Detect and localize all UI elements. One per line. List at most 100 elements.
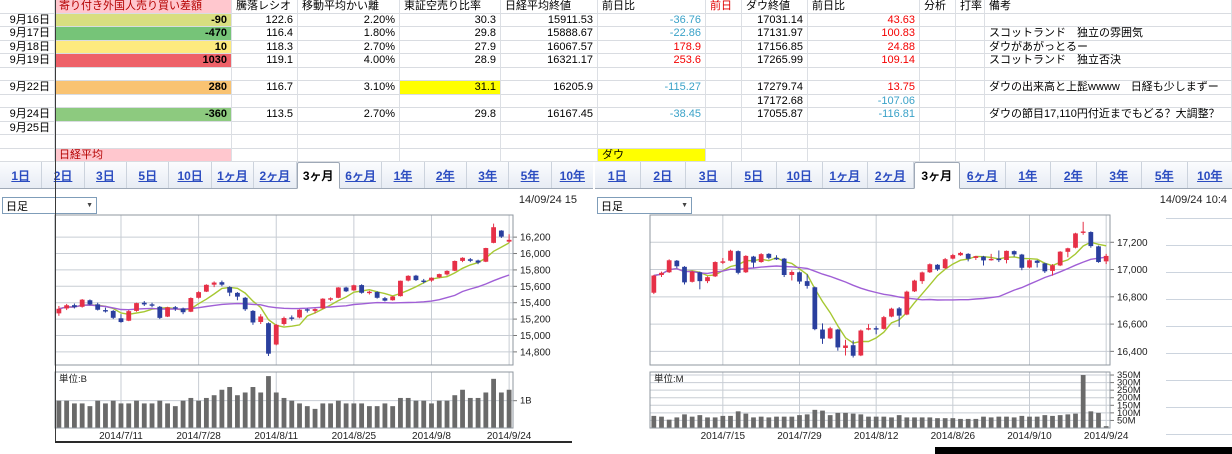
- table-cell[interactable]: 4.00%: [298, 54, 400, 68]
- table-header-cell[interactable]: 前日比: [598, 0, 706, 14]
- table-cell[interactable]: 15911.53: [501, 13, 598, 27]
- table-cell[interactable]: [985, 121, 1232, 135]
- table-cell[interactable]: [55, 67, 232, 81]
- tab-period-1[interactable]: 2日: [641, 162, 686, 188]
- tab-period-9[interactable]: 1年: [1006, 162, 1051, 188]
- table-cell[interactable]: [706, 13, 742, 27]
- table-cell[interactable]: 17055.87: [742, 108, 808, 122]
- table-cell[interactable]: ダウの出来高と上髭wwww 日経も少しまずー: [985, 81, 1232, 95]
- table-header-cell[interactable]: 東証空売り比率: [400, 0, 501, 14]
- tab-period-9[interactable]: 1年: [382, 162, 425, 188]
- table-cell[interactable]: [920, 148, 956, 162]
- table-cell[interactable]: [985, 67, 1232, 81]
- table-cell[interactable]: [956, 148, 985, 162]
- table-cell[interactable]: [400, 67, 501, 81]
- table-cell[interactable]: [232, 148, 298, 162]
- table-cell[interactable]: 109.14: [808, 54, 920, 68]
- table-cell[interactable]: [956, 81, 985, 95]
- table-cell[interactable]: 17031.14: [742, 13, 808, 27]
- table-cell[interactable]: 9月25日: [0, 121, 55, 135]
- table-cell[interactable]: [400, 148, 501, 162]
- table-cell[interactable]: 2.70%: [298, 40, 400, 54]
- tab-period-10[interactable]: 2年: [425, 162, 467, 188]
- tab-period-4[interactable]: 10日: [169, 162, 212, 188]
- table-cell[interactable]: 15888.67: [501, 27, 598, 41]
- table-cell[interactable]: [956, 94, 985, 108]
- table-cell[interactable]: [808, 135, 920, 149]
- table-cell[interactable]: [501, 121, 598, 135]
- table-cell[interactable]: 9月24日: [0, 108, 55, 122]
- table-cell[interactable]: 16167.45: [501, 108, 598, 122]
- table-cell[interactable]: [298, 148, 400, 162]
- table-cell[interactable]: 9月22日: [0, 81, 55, 95]
- table-cell[interactable]: -36.76: [598, 13, 706, 27]
- table-cell[interactable]: [598, 135, 706, 149]
- table-cell[interactable]: 9月16日: [0, 13, 55, 27]
- table-cell[interactable]: 16205.9: [501, 81, 598, 95]
- table-cell[interactable]: [956, 121, 985, 135]
- table-cell[interactable]: [706, 67, 742, 81]
- table-cell[interactable]: 24.88: [808, 40, 920, 54]
- tab-period-12[interactable]: 5年: [1142, 162, 1188, 188]
- table-cell[interactable]: [920, 108, 956, 122]
- table-cell[interactable]: [501, 135, 598, 149]
- table-cell[interactable]: [598, 121, 706, 135]
- table-cell[interactable]: 16321.17: [501, 54, 598, 68]
- table-header-cell[interactable]: 騰落レシオ: [232, 0, 298, 14]
- table-cell[interactable]: [742, 148, 808, 162]
- table-cell[interactable]: [598, 94, 706, 108]
- table-cell[interactable]: 100.83: [808, 27, 920, 41]
- table-cell[interactable]: 280: [55, 81, 232, 95]
- table-cell[interactable]: 9月17日: [0, 27, 55, 41]
- table-cell[interactable]: [920, 54, 956, 68]
- tab-period-4[interactable]: 10日: [777, 162, 823, 188]
- tab-period-7[interactable]: 3ヶ月: [296, 162, 340, 189]
- table-cell[interactable]: [298, 67, 400, 81]
- table-cell[interactable]: [55, 135, 232, 149]
- table-cell[interactable]: ダウの節目17,110円付近までもどる？大調整？: [985, 108, 1232, 122]
- tab-period-5[interactable]: 1ヶ月: [212, 162, 255, 188]
- table-cell[interactable]: 17279.74: [742, 81, 808, 95]
- table-cell[interactable]: [232, 67, 298, 81]
- table-header-cell[interactable]: 分析: [920, 0, 956, 14]
- table-cell[interactable]: 122.6: [232, 13, 298, 27]
- table-cell[interactable]: [706, 108, 742, 122]
- table-cell[interactable]: [742, 67, 808, 81]
- table-cell[interactable]: スコットランド 独立の雰囲気: [985, 27, 1232, 41]
- table-cell[interactable]: 31.1: [400, 81, 501, 95]
- tab-period-11[interactable]: 3年: [467, 162, 510, 188]
- table-cell[interactable]: [920, 40, 956, 54]
- table-cell[interactable]: [232, 135, 298, 149]
- tab-period-10[interactable]: 2年: [1051, 162, 1097, 188]
- tab-period-6[interactable]: 2ヶ月: [254, 162, 297, 188]
- table-cell[interactable]: [0, 67, 55, 81]
- table-cell[interactable]: [400, 121, 501, 135]
- table-cell[interactable]: 27.9: [400, 40, 501, 54]
- table-cell[interactable]: [0, 148, 55, 162]
- table-cell[interactable]: [706, 135, 742, 149]
- table-cell[interactable]: [706, 54, 742, 68]
- table-cell[interactable]: [232, 121, 298, 135]
- table-cell[interactable]: [808, 121, 920, 135]
- table-cell[interactable]: [808, 148, 920, 162]
- table-cell[interactable]: [742, 135, 808, 149]
- table-cell[interactable]: [400, 135, 501, 149]
- table-cell[interactable]: [956, 67, 985, 81]
- table-cell[interactable]: [298, 121, 400, 135]
- table-cell[interactable]: 253.6: [598, 54, 706, 68]
- table-cell[interactable]: 17265.99: [742, 54, 808, 68]
- table-header-cell[interactable]: 前日比: [808, 0, 920, 14]
- table-header-cell[interactable]: [0, 0, 55, 14]
- table-cell[interactable]: 9月19日: [0, 54, 55, 68]
- table-cell[interactable]: 16067.57: [501, 40, 598, 54]
- table-cell[interactable]: 3.10%: [298, 81, 400, 95]
- table-cell[interactable]: [706, 94, 742, 108]
- table-cell[interactable]: [920, 121, 956, 135]
- tab-period-2[interactable]: 3日: [686, 162, 732, 188]
- table-cell[interactable]: [920, 94, 956, 108]
- table-cell[interactable]: [501, 67, 598, 81]
- tab-period-8[interactable]: 6ヶ月: [340, 162, 383, 188]
- table-cell[interactable]: [55, 94, 232, 108]
- tab-period-7[interactable]: 3ヶ月: [913, 162, 960, 189]
- table-cell[interactable]: [956, 40, 985, 54]
